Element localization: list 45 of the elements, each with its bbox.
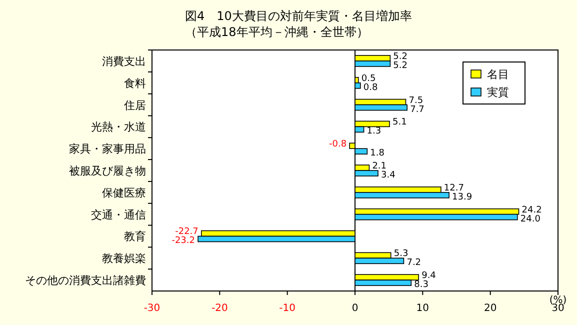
- data-label: 2.1: [372, 162, 387, 172]
- x-tick-label: -10: [279, 303, 296, 314]
- data-label: -0.8: [329, 140, 347, 150]
- y-tick-label: 教養娯楽: [102, 252, 146, 266]
- x-tick-label: 10: [416, 303, 430, 314]
- y-tick-label: 食料: [124, 76, 146, 90]
- data-label: 13.9: [452, 192, 472, 202]
- x-tick-label: -20: [211, 303, 228, 314]
- x-tick-label: 20: [484, 303, 497, 314]
- data-label: 7.7: [410, 104, 424, 115]
- data-label: 5.1: [392, 118, 407, 128]
- x-tick-label: -30: [144, 303, 160, 314]
- data-label: 8.3: [414, 280, 428, 290]
- data-label: 7.5: [408, 96, 424, 106]
- y-tick-label: その他の消費支出諸雑費: [25, 274, 146, 288]
- data-label: -22.7: [175, 227, 198, 238]
- data-label: 0.5: [361, 74, 376, 84]
- data-label: 3.4: [381, 170, 396, 180]
- data-label: 24.2: [522, 205, 542, 216]
- data-label: 1.8: [370, 148, 385, 159]
- y-tick-label: 住居: [124, 98, 146, 112]
- x-tick-label: 30: [552, 303, 564, 314]
- x-axis-title: (%): [549, 295, 567, 306]
- data-label: 5.2: [393, 52, 408, 62]
- y-tick-label: 家具・家事用品: [69, 142, 146, 156]
- y-tick-label: 被服及び履き物: [69, 164, 146, 178]
- legend-label: 名目: [487, 68, 509, 81]
- data-label: 7.2: [406, 258, 422, 268]
- y-tick-label: 保健医療: [102, 186, 146, 200]
- data-label: -23.2: [172, 236, 196, 246]
- x-tick-label: 0: [352, 303, 358, 314]
- y-tick-label: 光熱・水道: [91, 120, 146, 134]
- chart-title: 図4 10大費目の対前年実質・名目増加率: [185, 9, 412, 23]
- data-label: 9.4: [422, 271, 436, 282]
- y-tick-label: 交通・通信: [91, 208, 146, 222]
- chart-subtitle: （平成18年平均－沖縄・全世帯）: [185, 25, 368, 39]
- y-tick-label: 消費支出: [102, 54, 146, 68]
- y-tick-label: 教育: [124, 230, 146, 244]
- data-label: 24.0: [520, 214, 541, 224]
- legend-label: 実質: [487, 86, 509, 99]
- data-label: 5.3: [394, 249, 408, 260]
- data-label: 12.7: [444, 183, 464, 194]
- data-label: 1.3: [366, 126, 382, 137]
- data-label: 5.2: [393, 60, 408, 71]
- data-label: 0.8: [363, 82, 378, 93]
